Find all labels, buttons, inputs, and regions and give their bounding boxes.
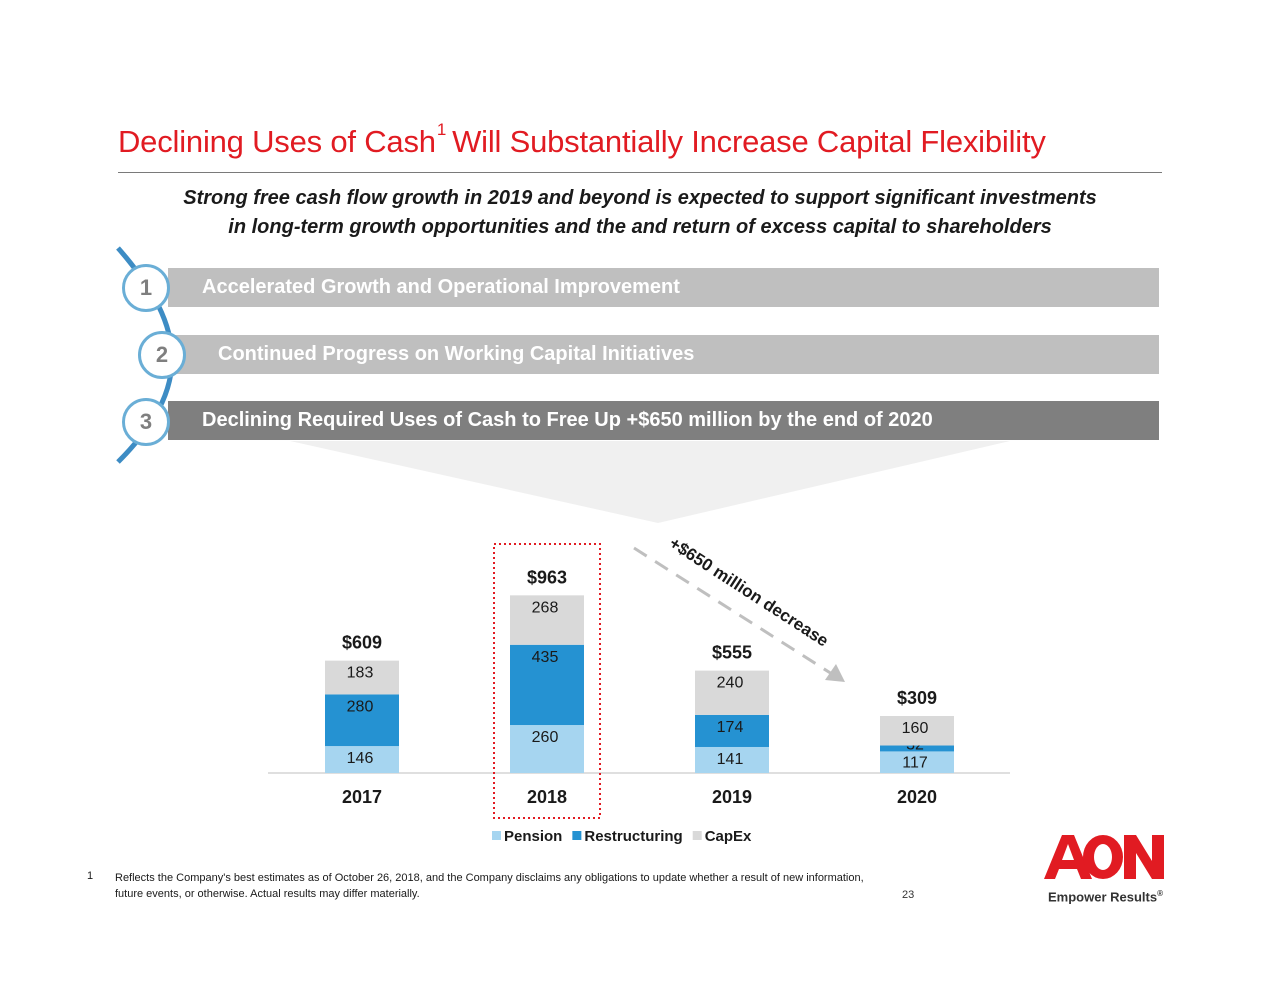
bar-2019-restructuring xyxy=(695,714,769,747)
category-label-2017: 2017 xyxy=(342,787,382,807)
bar-2020-restructuring xyxy=(880,745,954,752)
bar-2017-capex xyxy=(325,660,399,695)
decrease-annotation: +$650 million decrease xyxy=(666,533,832,650)
value-label-2017-pension: 146 xyxy=(347,750,374,767)
bar-2018-restructuring xyxy=(510,644,584,726)
total-label-2018: $963 xyxy=(527,567,567,587)
title-rest: Will Substantially Increase Capital Flex… xyxy=(452,124,1046,159)
bar-2017-pension xyxy=(325,746,399,773)
step-2-badge: 2 xyxy=(138,331,186,379)
value-label-2019-restructuring: 174 xyxy=(717,719,744,736)
value-label-2018-pension: 260 xyxy=(532,729,559,746)
legend-swatch-capex xyxy=(692,831,702,840)
footnote: Reflects the Company's best estimates as… xyxy=(115,870,1015,902)
value-label-2017-restructuring: 280 xyxy=(347,698,374,715)
value-label-2020-pension: 117 xyxy=(902,754,928,771)
title-divider xyxy=(118,172,1162,173)
bar-2018-capex xyxy=(510,595,584,645)
decrease-arrow-head xyxy=(825,664,845,682)
subtitle-line-1: Strong free cash flow growth in 2019 and… xyxy=(183,187,1097,209)
legend-label-pension: Pension xyxy=(504,828,562,845)
step-2-label: Continued Progress on Working Capital In… xyxy=(218,343,695,365)
step-3-badge: 3 xyxy=(122,398,170,446)
bar-2020-capex xyxy=(880,715,954,746)
slide-title: Declining Uses of Cash1 Will Substantiall… xyxy=(118,120,1046,160)
step-1-label: Accelerated Growth and Operational Impro… xyxy=(202,276,680,298)
bar-2020-pension xyxy=(880,751,954,773)
title-footnote-marker: 1 xyxy=(436,120,447,139)
value-label-2018-capex: 268 xyxy=(532,599,559,616)
value-label-2019-pension: 141 xyxy=(717,751,744,768)
title-main: Declining Uses of Cash xyxy=(118,124,436,159)
aon-logo: Empower Results® xyxy=(1040,829,1170,909)
step-2-bar: Continued Progress on Working Capital In… xyxy=(168,335,1159,374)
aon-logo-mark xyxy=(1044,835,1164,879)
logo-tagline: Empower Results® xyxy=(1048,889,1163,905)
value-label-2018-restructuring: 435 xyxy=(532,649,559,666)
value-label-2020-capex: 160 xyxy=(902,720,929,737)
total-label-2020: $309 xyxy=(897,688,937,708)
footnote-number: 1 xyxy=(87,870,94,882)
legend-label-restructuring: Restructuring xyxy=(584,828,682,845)
legend-swatch-pension xyxy=(492,831,501,840)
bar-2017-restructuring xyxy=(325,694,399,747)
bar-2019-capex xyxy=(695,670,769,715)
total-label-2017: $609 xyxy=(342,633,382,653)
decrease-arrow-line xyxy=(633,546,833,676)
value-label-2017-capex: 183 xyxy=(347,665,374,682)
step-3-bar: Declining Required Uses of Cash to Free … xyxy=(168,401,1159,440)
total-label-2019: $555 xyxy=(712,643,752,663)
value-label-2019-capex: 240 xyxy=(717,675,744,692)
step-3-label: Declining Required Uses of Cash to Free … xyxy=(202,409,933,431)
slide-subtitle: Strong free cash flow growth in 2019 and… xyxy=(118,184,1162,242)
legend-label-capex: CapEx xyxy=(705,828,752,845)
footnote-line-2: future events, or otherwise. Actual resu… xyxy=(115,888,420,900)
category-label-2020: 2020 xyxy=(897,787,937,807)
page-number: 23 xyxy=(902,889,915,901)
step-1-bar: Accelerated Growth and Operational Impro… xyxy=(168,268,1159,307)
subtitle-line-2: in long-term growth opportunities and th… xyxy=(228,216,1052,238)
footnote-line-1: Reflects the Company's best estimates as… xyxy=(115,872,864,884)
step-1-badge: 1 xyxy=(122,264,170,312)
category-label-2019: 2019 xyxy=(712,787,752,807)
bar-2018-pension xyxy=(510,725,584,773)
legend-swatch-restructuring xyxy=(572,831,582,840)
category-label-2018: 2018 xyxy=(527,787,567,807)
bar-2019-pension xyxy=(695,746,769,773)
